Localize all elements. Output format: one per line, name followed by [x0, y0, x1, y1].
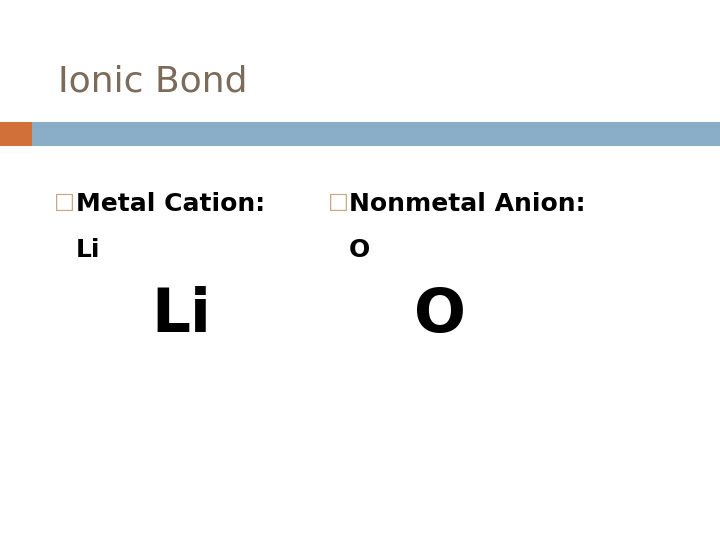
Text: Nonmetal Anion:: Nonmetal Anion: — [349, 192, 585, 215]
Text: O: O — [349, 238, 371, 261]
Text: Metal Cation:: Metal Cation: — [76, 192, 265, 215]
Text: Li: Li — [151, 286, 211, 345]
Text: □: □ — [328, 192, 348, 212]
Text: Li: Li — [76, 238, 100, 261]
Text: Ionic Bond: Ionic Bond — [58, 65, 247, 99]
Text: O: O — [414, 286, 466, 345]
Text: □: □ — [54, 192, 75, 212]
